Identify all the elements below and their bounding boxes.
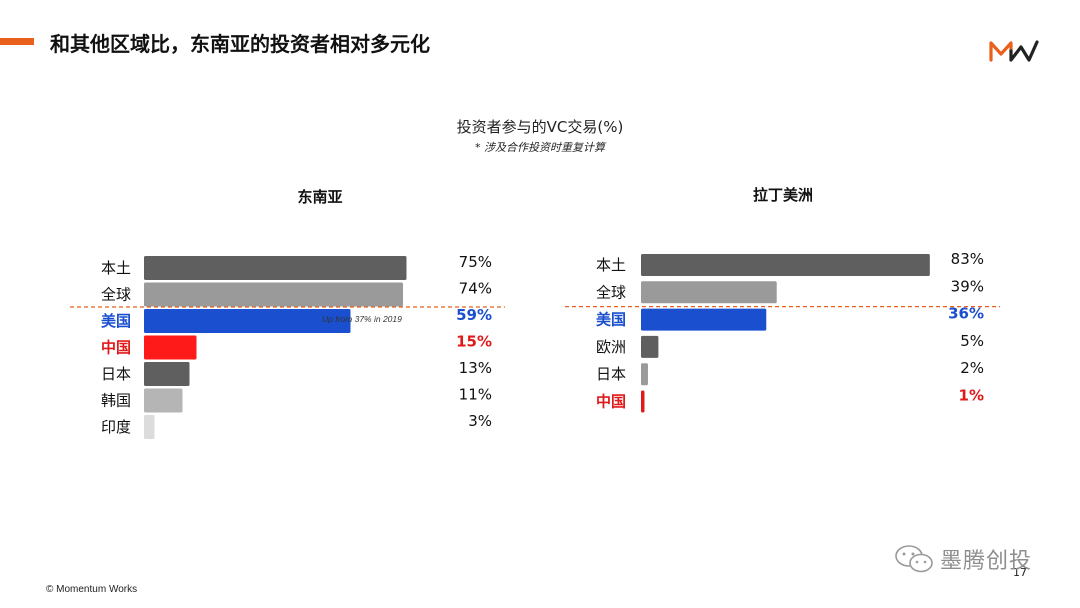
category-label: 欧洲 (596, 338, 626, 356)
category-label: 韩国 (101, 392, 131, 410)
bar-印度 (144, 415, 155, 439)
wechat-icon (895, 545, 933, 573)
category-label: 美国 (596, 311, 626, 329)
bar-本土 (144, 256, 407, 280)
bar-日本 (641, 363, 648, 386)
value-label: 39% (951, 277, 984, 295)
value-label: 3% (468, 412, 492, 430)
panel-title-southeast-asia: 东南亚 (297, 188, 343, 206)
slide-title: 和其他区域比，东南亚的投资者相对多元化 (50, 32, 430, 56)
value-label: 2% (960, 359, 984, 377)
panel-title-latin-america: 拉丁美洲 (752, 186, 813, 204)
bar-全球 (641, 281, 777, 304)
bar-本土 (641, 254, 930, 276)
bar-全球 (144, 282, 403, 307)
category-label: 美国 (101, 312, 131, 330)
bar-美国 (144, 309, 351, 333)
bar-日本 (144, 362, 190, 386)
page-number: 17 (1013, 566, 1027, 579)
category-label: 本土 (101, 259, 131, 277)
value-label: 83% (951, 250, 984, 268)
category-label: 日本 (101, 365, 131, 383)
category-label: 中国 (596, 393, 626, 411)
value-label: 36% (948, 305, 984, 323)
bar-中国 (641, 390, 645, 413)
bar-美国 (641, 308, 767, 331)
value-label: 13% (459, 359, 492, 377)
bar-中国 (144, 335, 197, 360)
momentum-works-logo-icon (989, 40, 1039, 62)
category-label: 中国 (101, 339, 131, 357)
value-label: 75% (459, 253, 492, 271)
annotation-label: Up from 37% in 2019 (322, 314, 402, 324)
value-label: 74% (459, 280, 492, 298)
category-label: 日本 (596, 365, 626, 383)
value-label: 11% (459, 386, 492, 404)
bar-欧洲 (641, 335, 659, 358)
value-label: 5% (960, 332, 984, 350)
watermark-text: 墨腾创投 (940, 549, 1033, 574)
value-label: 59% (456, 306, 492, 324)
category-label: 印度 (101, 418, 131, 436)
value-label: 1% (959, 387, 984, 405)
chart-title: 投资者参与的VC交易(%) (456, 118, 624, 136)
category-label: 全球 (101, 286, 131, 304)
chart-subtitle: * 涉及合作投资时重复计算 (475, 141, 605, 154)
copyright-footer: © Momentum Works (46, 584, 138, 595)
value-label: 15% (456, 333, 492, 351)
category-label: 全球 (596, 283, 626, 301)
bar-韩国 (144, 388, 183, 413)
category-label: 本土 (596, 256, 626, 274)
wechat-watermark: 墨腾创投 (894, 543, 1032, 575)
title-accent-bar (0, 38, 34, 45)
